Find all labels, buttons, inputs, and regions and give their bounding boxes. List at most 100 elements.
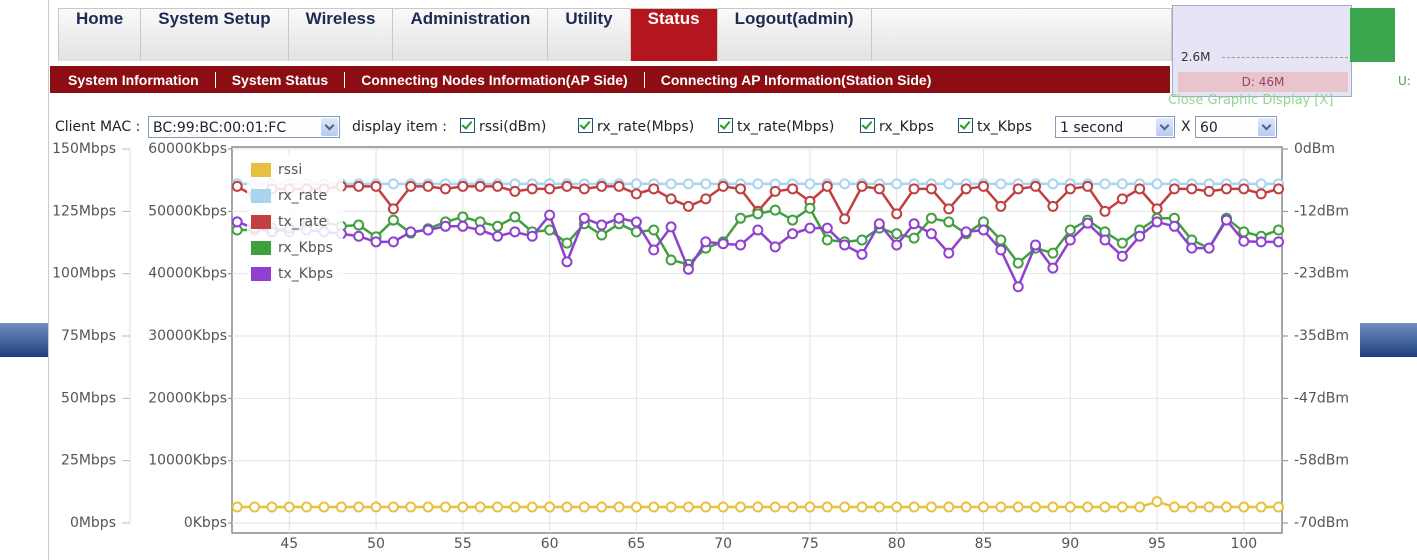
- data-point: [526, 501, 538, 513]
- checkbox[interactable]: [860, 118, 875, 133]
- y3-tick-label: -23dBm: [1294, 266, 1349, 282]
- data-point: [509, 226, 521, 238]
- data-point: [873, 183, 885, 195]
- data-point: [804, 222, 816, 234]
- data-point: [387, 501, 399, 513]
- nav-tab[interactable]: Administration: [393, 9, 549, 61]
- data-point: [1030, 239, 1042, 251]
- data-point: [891, 178, 903, 190]
- data-point: [648, 244, 660, 256]
- display-item[interactable]: tx_rate(Mbps): [718, 116, 834, 138]
- data-point: [735, 212, 747, 224]
- data-point: [648, 501, 660, 513]
- data-point: [353, 501, 365, 513]
- data-point: [787, 214, 799, 226]
- data-point: [596, 219, 608, 231]
- y3-tick-label: -58dBm: [1294, 453, 1349, 469]
- data-point: [1082, 217, 1094, 229]
- display-item[interactable]: tx_Kbps: [958, 116, 1032, 138]
- data-point: [457, 211, 469, 223]
- data-point: [509, 211, 521, 223]
- data-point: [335, 501, 347, 513]
- data-point: [769, 501, 781, 513]
- nav-tab[interactable]: Utility: [548, 9, 631, 61]
- checkbox[interactable]: [578, 118, 593, 133]
- data-point: [249, 501, 261, 513]
- checkbox[interactable]: [460, 118, 475, 133]
- graphic-upload: U:: [1398, 74, 1411, 88]
- data-point: [839, 178, 851, 190]
- graphic-line: [1222, 57, 1348, 58]
- data-point: [735, 501, 747, 513]
- data-point: [1203, 501, 1215, 513]
- data-point: [995, 200, 1007, 212]
- graphic-value: 2.6M: [1181, 50, 1211, 64]
- data-point: [665, 178, 677, 190]
- submenu-item[interactable]: System Information: [68, 71, 199, 88]
- data-point: [1220, 183, 1232, 195]
- data-point: [856, 501, 868, 513]
- data-point: [474, 224, 486, 236]
- y2-tick-label: 60000Kbps: [148, 141, 227, 157]
- submenu-item[interactable]: System Status: [214, 71, 344, 88]
- data-point: [1116, 250, 1128, 262]
- data-point: [578, 183, 590, 195]
- data-point: [266, 501, 278, 513]
- data-point: [422, 224, 434, 236]
- x-tick-label: 75: [801, 536, 819, 552]
- display-item[interactable]: rssi(dBm): [460, 116, 546, 138]
- count-select[interactable]: 60: [1195, 116, 1277, 138]
- data-point: [665, 221, 677, 233]
- data-point: [544, 501, 556, 513]
- data-point: [769, 241, 781, 253]
- data-point: [561, 180, 573, 192]
- data-point: [908, 232, 920, 244]
- data-point: [1064, 234, 1076, 246]
- nav-tab[interactable]: Logout(admin): [718, 9, 872, 61]
- nav-tab[interactable]: Wireless: [289, 9, 394, 61]
- data-point: [370, 501, 382, 513]
- display-item[interactable]: rx_Kbps: [860, 116, 934, 138]
- client-mac-select[interactable]: BC:99:BC:00:01:FC: [148, 116, 340, 138]
- checkbox[interactable]: [718, 118, 733, 133]
- y-tick-label: 125Mbps: [52, 203, 116, 219]
- data-point: [1151, 496, 1163, 508]
- data-point: [1116, 178, 1128, 190]
- display-item-label: display item :: [352, 119, 447, 135]
- y-tick-label: 25Mbps: [61, 453, 116, 469]
- submenu-item[interactable]: Connecting AP Information(Station Side): [643, 71, 948, 88]
- nav-tab[interactable]: Status: [630, 9, 718, 61]
- x-tick-label: 85: [975, 536, 993, 552]
- data-point: [1047, 262, 1059, 274]
- close-graphic-display[interactable]: Close Graphic Display [X]: [1168, 93, 1334, 108]
- data-point: [370, 180, 382, 192]
- nav-tab[interactable]: System Setup: [141, 9, 289, 61]
- nav-tab[interactable]: Home: [59, 9, 142, 61]
- data-point: [995, 501, 1007, 513]
- data-point: [387, 214, 399, 226]
- data-point: [526, 183, 538, 195]
- data-point: [318, 501, 330, 513]
- data-point: [509, 501, 521, 513]
- data-point: [613, 180, 625, 192]
- data-point: [995, 244, 1007, 256]
- checkbox[interactable]: [958, 118, 973, 133]
- data-point: [1047, 200, 1059, 212]
- data-point: [544, 183, 556, 195]
- data-point: [891, 501, 903, 513]
- data-point: [700, 236, 712, 248]
- display-item[interactable]: rx_rate(Mbps): [578, 116, 694, 138]
- data-point: [509, 185, 521, 197]
- data-point: [717, 501, 729, 513]
- submenu-item[interactable]: Connecting Nodes Information(AP Side): [344, 71, 644, 88]
- data-point: [1220, 214, 1232, 226]
- data-point: [682, 263, 694, 275]
- interval-select[interactable]: 1 second: [1055, 116, 1175, 138]
- data-point: [804, 501, 816, 513]
- data-point: [283, 501, 295, 513]
- data-point: [1238, 501, 1250, 513]
- data-point: [439, 501, 451, 513]
- display-item-label: tx_rate(Mbps): [737, 119, 835, 135]
- data-point: [821, 222, 833, 234]
- data-point: [1203, 242, 1215, 254]
